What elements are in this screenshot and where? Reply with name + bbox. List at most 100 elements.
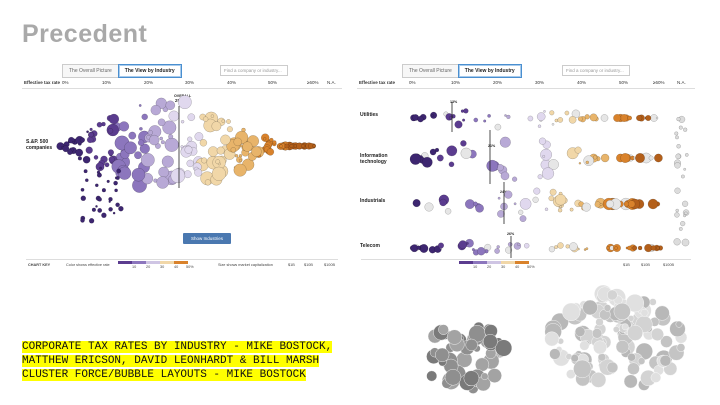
company-bubble[interactable] <box>95 183 99 188</box>
company-bubble[interactable] <box>613 302 631 320</box>
company-bubble[interactable] <box>585 247 589 251</box>
company-bubble[interactable] <box>147 129 153 136</box>
company-bubble[interactable] <box>650 372 662 383</box>
company-bubble[interactable] <box>458 240 468 249</box>
company-bubble[interactable] <box>655 116 659 120</box>
company-bubble[interactable] <box>117 166 132 180</box>
company-bubble[interactable] <box>590 372 607 388</box>
company-bubble[interactable] <box>584 114 590 120</box>
company-bubble[interactable] <box>568 116 577 124</box>
company-bubble[interactable] <box>284 143 290 149</box>
company-bubble[interactable] <box>417 115 424 123</box>
company-bubble[interactable] <box>573 359 592 378</box>
company-bubble[interactable] <box>554 118 559 123</box>
company-bubble[interactable] <box>544 207 549 212</box>
company-bubble[interactable] <box>95 205 98 208</box>
company-bubble[interactable] <box>226 119 231 124</box>
company-bubble[interactable] <box>564 110 570 116</box>
company-bubble[interactable] <box>627 362 640 375</box>
company-bubble[interactable] <box>210 114 215 118</box>
company-bubble[interactable] <box>554 245 558 250</box>
company-bubble[interactable] <box>187 136 193 142</box>
company-bubble[interactable] <box>107 149 115 156</box>
company-bubble[interactable] <box>533 187 541 195</box>
company-bubble[interactable] <box>675 153 682 160</box>
company-bubble[interactable] <box>574 326 586 337</box>
company-bubble[interactable] <box>654 305 670 321</box>
company-bubble[interactable] <box>424 202 434 212</box>
company-bubble[interactable] <box>593 340 607 355</box>
company-bubble[interactable] <box>606 246 610 250</box>
company-bubble[interactable] <box>112 211 116 215</box>
company-bubble[interactable] <box>571 109 581 118</box>
company-bubble[interactable] <box>613 114 622 123</box>
company-bubble[interactable] <box>184 145 193 154</box>
company-bubble[interactable] <box>683 127 688 132</box>
company-bubble[interactable] <box>187 113 196 122</box>
company-bubble[interactable] <box>85 146 93 154</box>
company-bubble[interactable] <box>627 352 636 362</box>
company-bubble[interactable] <box>140 153 155 167</box>
company-bubble[interactable] <box>115 202 120 208</box>
company-bubble[interactable] <box>263 137 267 141</box>
company-bubble[interactable] <box>543 110 546 113</box>
company-bubble[interactable] <box>633 156 636 160</box>
company-bubble[interactable] <box>165 100 176 111</box>
company-bubble[interactable] <box>637 245 643 251</box>
company-bubble[interactable] <box>540 148 553 161</box>
company-bubble[interactable] <box>148 134 160 146</box>
company-bubble[interactable] <box>89 127 93 131</box>
company-bubble[interactable] <box>621 323 629 331</box>
company-bubble[interactable] <box>605 199 615 209</box>
company-bubble[interactable] <box>595 317 604 327</box>
company-bubble[interactable] <box>436 154 444 162</box>
company-bubble[interactable] <box>462 118 466 122</box>
company-bubble[interactable] <box>79 137 86 143</box>
company-bubble[interactable] <box>635 153 645 163</box>
company-bubble[interactable] <box>581 202 591 212</box>
company-bubble[interactable] <box>138 104 142 107</box>
company-bubble[interactable] <box>476 246 486 256</box>
company-bubble[interactable] <box>627 200 636 208</box>
company-bubble[interactable] <box>495 339 513 357</box>
company-bubble[interactable] <box>537 174 543 180</box>
company-bubble[interactable] <box>77 156 82 161</box>
company-bubble[interactable] <box>640 308 649 317</box>
company-bubble[interactable] <box>168 110 180 122</box>
company-bubble[interactable] <box>107 128 114 134</box>
company-bubble[interactable] <box>96 170 101 175</box>
company-bubble[interactable] <box>435 347 450 363</box>
company-bubble[interactable] <box>80 195 86 202</box>
company-bubble[interactable] <box>680 174 685 179</box>
company-bubble[interactable] <box>438 324 449 335</box>
company-bubble[interactable] <box>108 113 120 125</box>
company-bubble[interactable] <box>496 245 500 249</box>
company-bubble[interactable] <box>684 211 688 216</box>
company-bubble[interactable] <box>86 130 90 134</box>
company-bubble[interactable] <box>541 167 555 180</box>
company-bubble[interactable] <box>97 207 103 213</box>
company-bubble[interactable] <box>603 304 612 312</box>
company-bubble[interactable] <box>201 157 208 164</box>
company-bubble[interactable] <box>80 218 85 223</box>
company-bubble[interactable] <box>463 370 480 387</box>
company-bubble[interactable] <box>473 117 479 123</box>
company-bubble[interactable] <box>199 139 208 147</box>
company-bubble[interactable] <box>615 340 630 354</box>
company-bubble[interactable] <box>527 115 534 122</box>
company-bubble[interactable] <box>220 134 231 146</box>
company-bubble[interactable] <box>463 108 469 114</box>
company-bubble[interactable] <box>627 115 633 121</box>
company-bubble[interactable] <box>170 168 186 184</box>
company-bubble[interactable] <box>682 200 689 207</box>
company-bubble[interactable] <box>569 242 578 251</box>
company-bubble[interactable] <box>483 119 487 123</box>
company-bubble[interactable] <box>480 372 489 380</box>
company-bubble[interactable] <box>684 153 689 157</box>
company-bubble[interactable] <box>465 338 478 352</box>
company-bubble[interactable] <box>482 334 498 349</box>
company-bubble[interactable] <box>113 180 118 186</box>
company-bubble[interactable] <box>88 131 94 138</box>
company-bubble[interactable] <box>497 210 505 218</box>
company-bubble[interactable] <box>426 370 438 382</box>
